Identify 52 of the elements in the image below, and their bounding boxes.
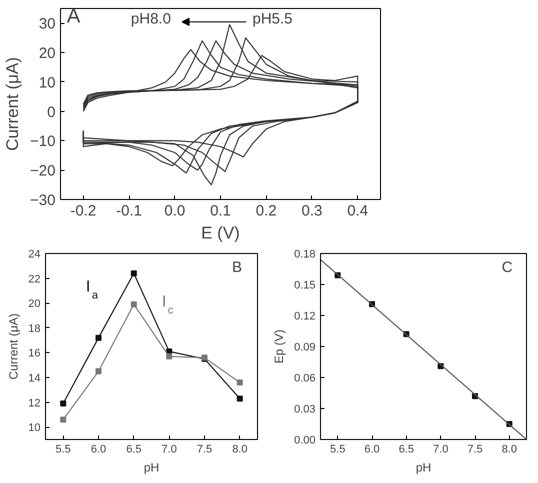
y-tick-label: 0 (47, 104, 56, 121)
x-tick-label: 8.0 (232, 444, 248, 456)
x-axis-title: E (V) (201, 224, 240, 242)
y-tick-label: 0.18 (294, 248, 316, 260)
x-tick-label: 0.0 (164, 202, 186, 220)
y-tick-label: 24 (28, 248, 41, 260)
x-tick-label: -0.2 (70, 202, 96, 220)
y-tick-label: 22 (28, 273, 41, 286)
x-tick-label: 6.0 (90, 444, 106, 456)
x-tick-label: 6.5 (126, 444, 142, 456)
x-tick-label: 7.0 (162, 444, 177, 456)
x-tick-label: 5.5 (56, 444, 71, 456)
annotation: B (232, 258, 242, 276)
y-axis-title: Ep (V) (272, 329, 286, 364)
x-tick-label: 7.0 (433, 444, 448, 456)
x-tick-label: 8.0 (502, 444, 517, 456)
annotation: C (502, 258, 513, 276)
y-tick-label: 0.12 (294, 310, 316, 322)
y-tick-label: 0.15 (294, 280, 316, 292)
x-tick-label: 6.0 (364, 444, 380, 456)
y-tick-label: 20 (38, 45, 56, 62)
x-axis-title: pH (416, 460, 432, 474)
y-tick-label: 10 (38, 74, 56, 92)
y-tick-label: 0.06 (294, 372, 316, 384)
x-tick-label: 7.5 (467, 444, 483, 456)
x-tick-label: 6.5 (398, 444, 414, 456)
x-tick-label: 7.5 (196, 444, 212, 456)
y-tick-label: 16 (28, 348, 41, 360)
y-tick-label: 0.09 (294, 342, 316, 354)
y-tick-label: 14 (28, 372, 41, 384)
y-tick-label: 30 (38, 16, 56, 33)
y-axis-title: Current (μA) (3, 57, 22, 151)
y-tick-label: 10 (28, 422, 41, 434)
y-tick-label: 0.03 (294, 404, 316, 416)
x-tick-label: 0.3 (302, 202, 322, 220)
annotation: A (66, 6, 81, 28)
x-tick-label: -0.1 (116, 202, 142, 220)
y-tick-label: −10 (30, 133, 56, 150)
x-axis-title: pH (144, 460, 160, 474)
y-tick-label: 20 (28, 298, 41, 310)
y-tick-label: 12 (28, 397, 41, 410)
x-tick-label: 5.5 (330, 444, 346, 456)
x-tick-label: 0.2 (256, 202, 277, 220)
y-tick-label: −20 (30, 162, 56, 180)
y-tick-label: −30 (30, 192, 56, 209)
y-tick-label: 18 (28, 322, 41, 335)
y-axis-title: Current (μA) (6, 313, 20, 380)
x-tick-label: 0.1 (210, 202, 231, 220)
annotation: pH5.5 (252, 10, 293, 28)
y-tick-label: 0.00 (294, 434, 316, 446)
x-tick-label: 0.4 (347, 202, 368, 220)
annotation: pH8.0 (130, 10, 171, 28)
